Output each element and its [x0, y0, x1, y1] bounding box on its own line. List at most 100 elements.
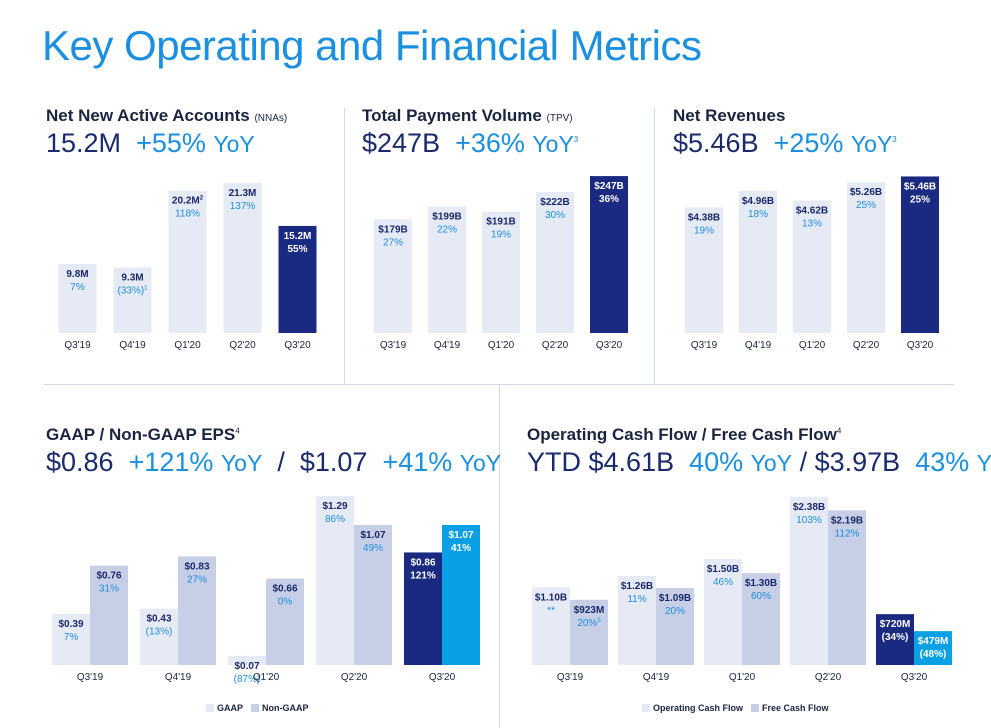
legend-label: Operating Cash Flow [653, 703, 744, 713]
change-label: 49% [363, 543, 383, 554]
eps-legend: GAAP Non-GAAP [206, 703, 317, 713]
page-title: Key Operating and Financial Metrics [42, 22, 702, 69]
panel-eps: GAAP / Non-GAAP EPS4 $0.86 +121% YoY / $… [46, 425, 501, 725]
headline-yoy-ocf: YoY [750, 450, 793, 476]
change-label: 0% [278, 597, 293, 608]
value-label: $1.30B [745, 578, 777, 589]
change-label: 121% [410, 570, 436, 581]
change-label: 20% [665, 606, 685, 617]
legend-label: Free Cash Flow [762, 703, 829, 713]
bar-Q2'20 [536, 191, 574, 333]
headline: YTD $4.61B 40% YoY / $3.97B 43% YoY [527, 447, 991, 478]
headline-change: +25% [773, 128, 844, 158]
headline-value: $5.46B [673, 128, 759, 158]
bar-GAAP-Q3'20 [404, 552, 442, 665]
value-label: $4.38B [688, 212, 720, 223]
bar-Q4'19 [113, 267, 152, 333]
panel-revenues: Net Revenues $5.46B +25% YoY3 $4.38B 19% Q… [673, 106, 953, 366]
change-label: (87%) [234, 674, 261, 685]
bar-Free Cash Flow-Q3'19 [570, 599, 608, 665]
divider-vertical-1 [344, 108, 345, 384]
change-label: 86% [325, 514, 345, 525]
change-label: 27% [383, 237, 403, 248]
bar-GAAP-Q1'20 [228, 655, 266, 665]
value-label: $479M [918, 636, 949, 647]
value-label: $4.96B [742, 196, 774, 207]
bar-Q3'20 [590, 176, 628, 333]
bar-Operating Cash Flow-Q1'20 [704, 559, 742, 665]
value-label: $1.07 [360, 530, 385, 541]
category-label: Q4'19 [434, 340, 461, 351]
value-label: $1.09B [659, 593, 691, 604]
legend-label: Non-GAAP [262, 703, 309, 713]
headline-value-nongaap: $1.07 [299, 447, 368, 477]
category-label: Q1'20 [799, 340, 826, 351]
title-suffix: (NNAs) [254, 113, 288, 124]
value-label: $0.76 [96, 571, 121, 582]
change-label: 13% [802, 219, 822, 230]
headline-separator: / [277, 447, 285, 477]
category-label: Q2'20 [853, 340, 880, 351]
divider-vertical-3 [499, 384, 500, 728]
bar-GAAP-Q4'19 [140, 608, 178, 665]
panel-title: Net Revenues [673, 106, 785, 126]
headline-change-gaap: +121% [128, 447, 214, 477]
bar-Operating Cash Flow-Q4'19 [618, 576, 656, 665]
value-label: $0.86 [410, 557, 435, 568]
value-label: 20.2M2 [172, 196, 204, 207]
category-label: Q4'19 [643, 672, 670, 683]
value-label: $1.10B [535, 592, 567, 603]
cash-flow-bar-chart: $1.10B ** $923M 20%5 Q3'19 $1.26B 11% $1.09B 20%… [532, 496, 952, 683]
divider-vertical-2 [654, 108, 655, 384]
bar-GAAP-Q3'19 [52, 613, 90, 665]
value-label: $5.46B [904, 181, 936, 192]
change-label: 30% [545, 210, 565, 221]
value-label: $199B [432, 212, 461, 223]
change-label: 20%5 [577, 618, 601, 629]
change-label: (48%) [920, 649, 947, 660]
value-label: $720M [880, 619, 911, 630]
title-suffix: (TPV) [546, 113, 573, 124]
headline-value-ocf: $4.61B [588, 447, 675, 477]
title-text: Operating Cash Flow / Free Cash Flow [527, 425, 837, 444]
change-label: 11% [627, 594, 646, 605]
bar-Free Cash Flow-Q1'20 [742, 573, 780, 665]
category-label: Q3'20 [901, 672, 928, 683]
change-label: ** [547, 605, 555, 616]
value-label: $0.83 [184, 561, 209, 572]
cash-flow-legend: Operating Cash Flow Free Cash Flow [642, 703, 837, 713]
panel-tpv: Total Payment Volume (TPV) $247B +36% Yo… [362, 106, 642, 366]
change-label: 25% [910, 194, 930, 205]
change-label: 112% [835, 528, 860, 539]
legend-label: GAAP [217, 703, 244, 713]
value-label: $5.26B [850, 187, 882, 198]
category-label: Q3'20 [907, 340, 934, 351]
bar-Non-GAAP-Q3'19 [90, 565, 128, 665]
value-label: $0.07 [234, 661, 259, 672]
bar-Non-GAAP-Q4'19 [178, 556, 216, 665]
title-text: Net Revenues [673, 106, 786, 125]
headline: $0.86 +121% YoY / $1.07 +41% YoY [46, 447, 501, 478]
title-text: Net New Active Accounts [46, 106, 250, 125]
nna-bar-chart: 9.8M 7% Q3'19 9.3M (33%)1 Q4'19 20.2M2 118% Q1'2… [58, 182, 317, 351]
headline: 15.2M +55% YoY [46, 128, 255, 159]
category-label: Q1'20 [174, 340, 201, 351]
change-label: (34%) [882, 632, 909, 643]
category-label: Q2'20 [542, 340, 569, 351]
panel-title: GAAP / Non-GAAP EPS4 [46, 425, 240, 445]
panel-title: Operating Cash Flow / Free Cash Flow4 [527, 425, 841, 445]
category-label: Q1'20 [729, 672, 756, 683]
category-label: Q3'19 [380, 340, 407, 351]
category-label: Q4'19 [745, 340, 772, 351]
change-label: 118% [175, 209, 200, 220]
value-label: $0.43 [146, 614, 171, 625]
change-label: 22% [437, 225, 457, 236]
headline-footnote: 3 [573, 135, 579, 144]
value-label: 21.3M [229, 188, 257, 199]
bar-Free Cash Flow-Q2'20 [828, 510, 866, 665]
change-label: 41% [451, 543, 471, 554]
value-label: 15.2M [284, 231, 312, 242]
value-label: $0.39 [58, 619, 83, 630]
headline: $5.46B +25% YoY3 [673, 128, 897, 159]
revenue-bar-chart: $4.38B 19% Q3'19 $4.96B 18% Q4'19 $4.62B 13% Q1'… [685, 176, 939, 351]
